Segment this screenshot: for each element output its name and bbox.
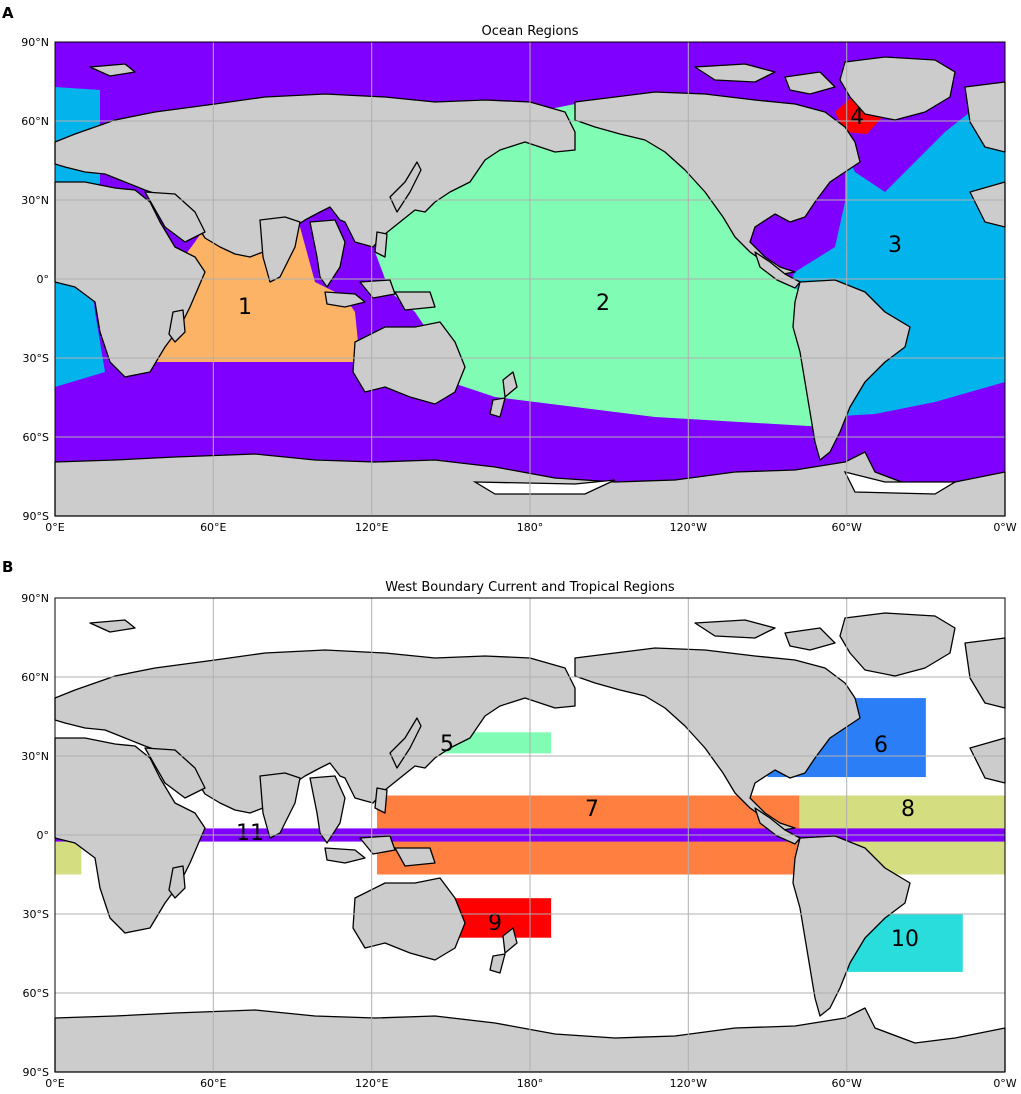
x-ticks-a: 0°E 60°E 120°E 180° 120°W 60°W 0°W (45, 521, 1017, 534)
region-label-5: 5 (440, 732, 454, 757)
region-label-9: 9 (488, 911, 502, 936)
region-1 (145, 212, 360, 362)
x-tick: 0°W (993, 521, 1016, 534)
ice-shelf-weddell (843, 471, 958, 495)
x-tick: 120°E (355, 1077, 388, 1090)
y-tick: 30°S (23, 908, 49, 921)
map-frame (54, 597, 1006, 1073)
x-tick: 120°W (670, 1077, 707, 1090)
y-ticks-b: 90°N 60°N 30°N 0° 30°S 60°S 90°S (21, 592, 49, 1079)
panel-b-title: West Boundary Current and Tropical Regio… (385, 580, 675, 595)
y-tick: 60°S (23, 987, 49, 1000)
x-tick: 0°E (45, 521, 64, 534)
y-tick: 60°N (21, 115, 49, 128)
x-tick: 180° (517, 521, 544, 534)
y-tick: 60°S (23, 431, 49, 444)
x-tick: 120°W (670, 521, 707, 534)
region-label-6: 6 (874, 733, 888, 758)
region-label-2: 2 (596, 291, 610, 316)
x-tick: 0°W (993, 1077, 1016, 1090)
map-b: 5 6 7 8 9 10 11 (54, 597, 1006, 1073)
y-tick: 90°N (21, 36, 49, 49)
y-tick: 30°S (23, 352, 49, 365)
region-label-7: 7 (585, 797, 599, 822)
x-tick: 0°E (45, 1077, 64, 1090)
y-tick: 30°N (21, 750, 49, 763)
region-4 (835, 90, 885, 134)
y-tick: 0° (37, 829, 50, 842)
region-labels: 5 6 7 8 9 10 11 (236, 732, 919, 952)
region-label-8: 8 (901, 797, 915, 822)
ice-shelf (472, 479, 616, 495)
region-label-1: 1 (238, 295, 252, 320)
map-a: 1 2 3 4 (54, 41, 1006, 517)
y-ticks-a: 90°N 60°N 30°N 0° 30°S 60°S 90°S (21, 36, 49, 523)
y-tick: 30°N (21, 194, 49, 207)
y-tick: 90°S (23, 510, 49, 523)
region-label-10: 10 (891, 927, 919, 952)
panel-a-title: Ocean Regions (482, 24, 579, 39)
y-tick: 0° (37, 273, 50, 286)
gridlines (55, 42, 1005, 516)
y-tick: 90°S (23, 1066, 49, 1079)
x-tick: 60°E (200, 1077, 226, 1090)
y-tick: 90°N (21, 592, 49, 605)
x-ticks-b: 0°E 60°E 120°E 180° 120°W 60°W 0°W (45, 1077, 1017, 1090)
x-tick: 60°W (832, 521, 862, 534)
region-label-3: 3 (888, 233, 902, 258)
x-tick: 120°E (355, 521, 388, 534)
map-frame (54, 41, 1006, 517)
region-label-11: 11 (236, 821, 264, 846)
x-tick: 60°W (832, 1077, 862, 1090)
panel-letter-b: B (2, 558, 13, 576)
y-tick: 60°N (21, 671, 49, 684)
panel-b: B West Boundary Current and Tropical Reg… (2, 558, 1017, 1090)
region-label-4: 4 (850, 105, 864, 130)
x-tick: 60°E (200, 521, 226, 534)
panel-letter-a: A (2, 4, 14, 22)
region-2 (375, 104, 825, 427)
gridlines (55, 598, 1005, 1072)
panel-a: A Ocean Regions (2, 4, 1017, 534)
x-tick: 180° (517, 1077, 544, 1090)
